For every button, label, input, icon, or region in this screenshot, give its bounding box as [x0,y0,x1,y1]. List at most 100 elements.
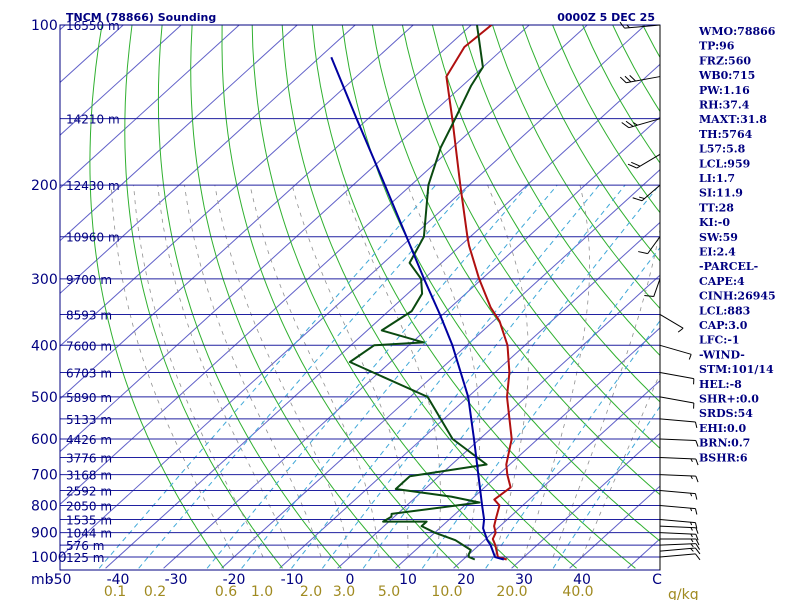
height-label: 3776 m [66,451,112,465]
wind-barb [659,490,698,500]
pressure-tick-label: 500 [31,390,58,406]
wind-barb-staff [626,76,661,84]
wind-barb [659,553,701,561]
index-value: CAP:3.0 [699,319,748,332]
pressure-unit-label: mb [31,572,54,588]
wind-barb-half-flag [690,507,693,512]
wind-barb-staff [659,504,696,510]
wind-barb [659,474,699,483]
mixing-ratio-tick-label: 2.0 [300,584,322,600]
wind-barb [659,456,699,466]
dry-adiabat-line [522,25,660,262]
wind-barb [659,543,701,550]
wind-barb-half-flag [639,196,645,200]
sounding-profiles [330,25,513,561]
isotherm-line [60,25,646,558]
wind-barb-staff [659,344,692,355]
height-label: 4426 m [66,433,112,447]
index-value: LFC:-1 [699,334,740,347]
wind-barb [627,153,661,169]
wind-barb-flag [632,197,643,202]
wind-barb-half-flag [626,24,630,29]
wind-barb-flag [695,475,699,483]
wind-barb-half-flag [690,493,693,497]
height-label: 1044 m [66,527,112,541]
wind-barb-flag [621,122,630,129]
index-value: KI:-0 [699,216,730,229]
wind-barb [660,538,700,546]
index-value: LI:1.7 [699,172,735,185]
temperature-tick-label: 40 [573,572,591,588]
mixing-ratio-tick-label: 5.0 [378,584,400,600]
temperature-tick-label: 20 [457,572,475,588]
temperature-unit-label: C [652,572,662,588]
wind-barb [659,396,695,409]
dry-adiabat-line [281,25,577,569]
pressure-tick-label: 200 [31,178,58,194]
index-value: SW:59 [699,231,738,244]
index-value: TT:28 [699,201,734,214]
wind-barb [659,314,684,333]
mixing-ratio-tick-label: 0.2 [144,584,166,600]
wind-barb-flag [695,553,701,561]
wind-barb-flag [619,76,627,84]
wind-barb-flag [624,75,632,83]
pressure-tick-label: 700 [31,468,58,484]
isotherm-line [105,63,660,569]
height-label: 6703 m [66,367,112,381]
wind-barb [659,532,699,541]
wind-barb-flag [695,440,699,447]
dry-adiabat-line [793,25,800,568]
wind-barb [659,344,692,360]
wind-barb [638,236,661,255]
wind-barb-half-flag [632,122,638,126]
isotherm-line [60,25,588,505]
wind-barb-staff [659,438,696,442]
wind-barb-staff [628,118,661,129]
dry-adiabat-line [190,25,401,569]
wind-barb-half-flag [690,543,694,548]
mixing-ratio-tick-label: 0.6 [215,584,237,600]
wind-barb [659,504,698,515]
index-value: STM:101/14 [699,363,774,376]
wind-barb-flag [695,458,699,466]
wind-barb [659,518,698,529]
dry-adiabat-line [431,25,660,403]
wind-barb-staff [659,456,696,460]
wind-barb [644,278,661,298]
index-value: BRN:0.7 [699,437,750,450]
wind-barb [632,184,661,202]
wind-barb-flag [695,547,701,555]
index-value: WB0:715 [698,69,755,82]
wind-barb-flag [677,327,684,333]
wind-barb-staff [659,372,694,380]
wind-barb-half-flag [690,521,693,526]
dry-adiabat-line [311,25,636,569]
wind-barb-flag [695,527,699,534]
index-value: -WIND- [699,348,745,361]
temperature-tick-label: -20 [223,572,246,588]
index-value: CAPE:4 [699,275,745,288]
pressure-tick-label: 300 [31,272,58,288]
wind-barb-flag [619,21,625,29]
dry-adiabat-line [89,25,225,569]
dry-adiabat-line [251,25,519,569]
dry-adiabat-line [462,25,660,357]
wind-barb-flag [694,508,698,515]
isotherm-line [60,25,298,242]
wind-barb-staff [659,547,696,552]
height-label: 576 m [66,539,104,553]
wind-barb-half-flag [690,475,693,480]
index-value: SRDS:54 [699,407,753,420]
wind-barb-staff [653,278,661,297]
wind-barb-flag [644,295,654,298]
wind-barb-staff [659,518,696,524]
wind-barb [659,547,701,555]
pressure-tick-label: 900 [31,526,58,542]
height-label: 9700 m [66,273,112,287]
wind-barb-staff [647,236,661,254]
temperature-tick-label: -30 [165,572,188,588]
isotherm-line [395,327,660,569]
mixing-ratio-tick-label: 0.1 [104,584,126,600]
wind-barb [659,525,699,534]
